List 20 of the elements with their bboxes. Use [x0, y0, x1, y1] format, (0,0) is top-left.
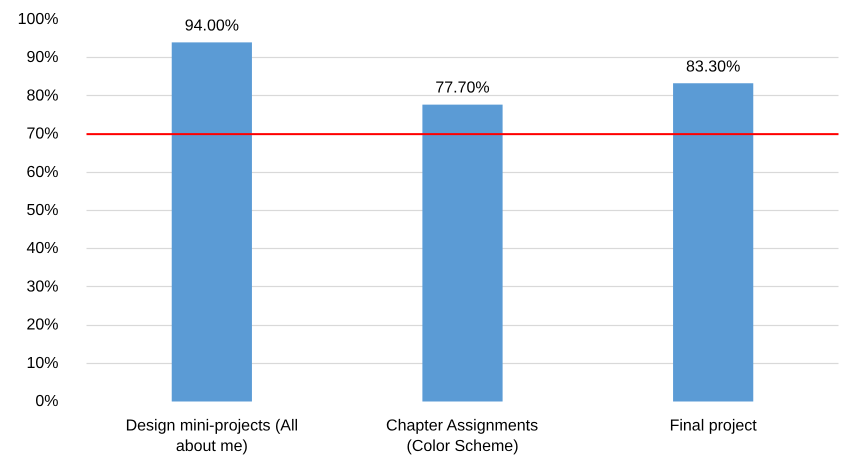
x-tick-label: Design mini-projects (All about me): [126, 418, 298, 455]
bar: [172, 42, 252, 402]
bar: [422, 104, 503, 402]
data-label: 83.30%: [686, 58, 740, 76]
y-tick-label: 20%: [26, 316, 59, 334]
bar: [673, 83, 754, 402]
y-tick-label: 90%: [26, 49, 59, 66]
y-tick-label: 30%: [26, 278, 59, 296]
x-tick-label: Final project: [670, 418, 758, 434]
y-tick-label: 10%: [26, 354, 59, 372]
y-tick-label: 50%: [26, 202, 59, 219]
y-tick-label: 70%: [26, 126, 59, 143]
data-label: 77.70%: [435, 80, 490, 97]
x-tick-label: Chapter Assignments (Color Scheme): [386, 418, 538, 455]
y-tick-label: 80%: [26, 87, 59, 104]
y-tick-label: 0%: [35, 393, 58, 410]
y-tick-label: 60%: [26, 164, 59, 181]
y-tick-label: 40%: [26, 240, 59, 258]
y-tick-label: 100%: [18, 11, 58, 28]
data-label: 94.00%: [184, 17, 239, 34]
